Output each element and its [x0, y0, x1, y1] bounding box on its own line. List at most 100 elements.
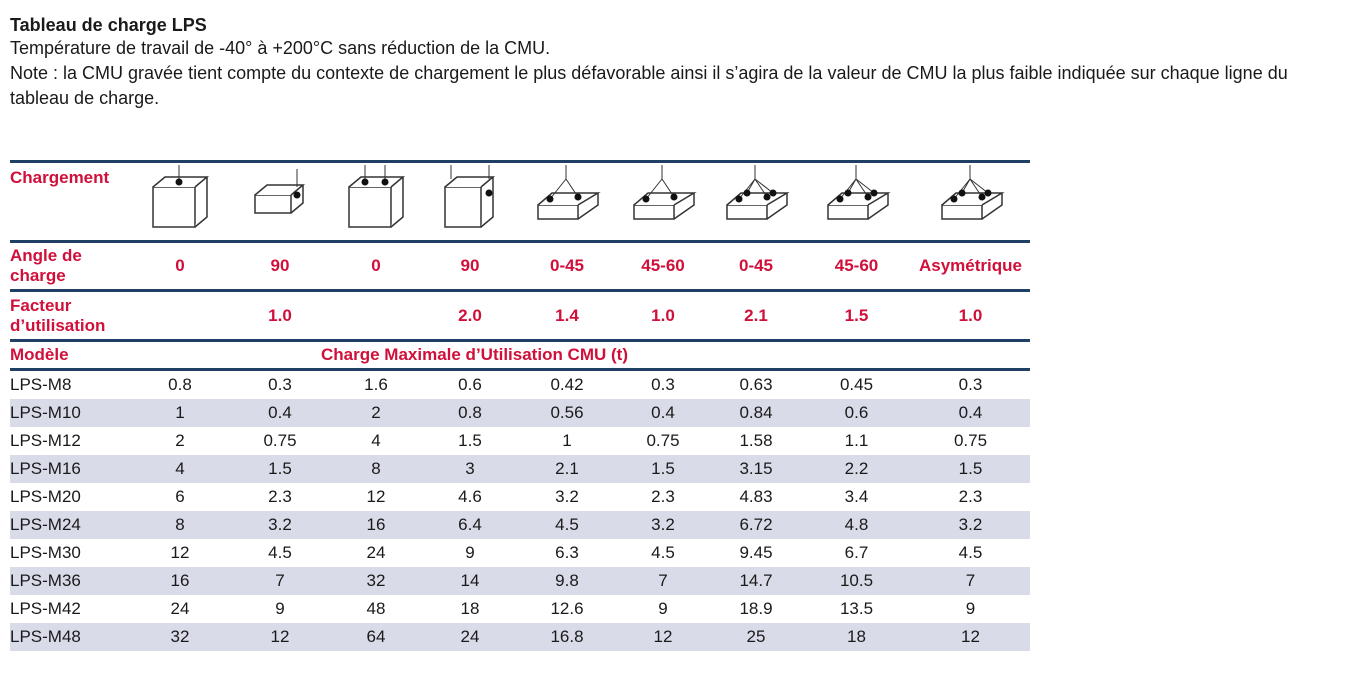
- cmu-value: 1.6: [364, 375, 388, 394]
- cmu-value: 0.75: [646, 431, 680, 450]
- cmu-value: 6.3: [555, 543, 579, 562]
- four-leg-sling-icon: [726, 165, 790, 220]
- cmu-value: 0.6: [458, 375, 482, 394]
- cmu-value: 1.5: [911, 455, 1030, 483]
- cmu-value: 9: [275, 599, 285, 618]
- cmu-value: 3.4: [844, 487, 869, 506]
- angle-value: 0: [130, 240, 230, 291]
- factor-value: 2.0: [422, 289, 518, 341]
- loading-icon-cell: [911, 160, 1030, 242]
- angle-value: 90: [230, 240, 330, 291]
- cmu-value: 1: [562, 431, 572, 450]
- loading-icon-cell: [518, 160, 616, 242]
- cmu-value: 1.58: [739, 431, 773, 450]
- model-name: LPS-M16: [10, 455, 130, 483]
- angle-value: 0-45: [518, 240, 616, 291]
- cmu-value: 3.2: [230, 511, 330, 539]
- cmu-value: 8: [330, 455, 422, 483]
- cmu-value: 4.5: [958, 543, 983, 562]
- cmu-value: 4: [130, 455, 230, 483]
- cmu-value: 0.8: [422, 399, 518, 427]
- loading-icon-cell: [710, 160, 802, 242]
- factor-row: Facteur d’utilisation 1.0 2.0 1.4 1.0 2.1 1.5…: [10, 289, 1030, 341]
- cmu-value: 0.42: [550, 375, 584, 394]
- cmu-value: 14.7: [710, 567, 802, 595]
- cmu-value: 12: [616, 623, 710, 651]
- cmu-value: 25: [710, 623, 802, 651]
- cmu-value: 0.63: [739, 375, 773, 394]
- table-row: LPS-M48 32 12 64 24 16.8 12 25 18 12: [10, 623, 1030, 651]
- cmu-value: 4: [371, 431, 381, 450]
- model-name: LPS-M30: [10, 543, 81, 562]
- cmu-value: 7: [616, 567, 710, 595]
- cmu-value: 4.8: [802, 511, 911, 539]
- cmu-value: 6.72: [710, 511, 802, 539]
- cmu-value: 9: [965, 599, 976, 618]
- cmu-value: 14: [422, 567, 518, 595]
- double-top-lift-icon: [348, 165, 406, 228]
- page-title: Tableau de charge LPS: [10, 15, 207, 35]
- two-leg-sling-icon: [537, 165, 601, 220]
- cmu-value: 12: [170, 543, 190, 562]
- cmu-value: 10.5: [802, 567, 911, 595]
- factor-value: [330, 289, 422, 341]
- factor-value: 1.0: [230, 289, 330, 341]
- cmu-value: 48: [366, 599, 386, 618]
- model-name: LPS-M48: [10, 623, 130, 651]
- cmu-value: 18: [460, 599, 480, 618]
- cmu-value: 4.83: [739, 487, 773, 506]
- cmu-value: 0.3: [268, 375, 292, 394]
- cmu-value: 3: [422, 455, 518, 483]
- loading-icon-cell: [130, 160, 230, 242]
- cmu-value: 4.5: [651, 543, 675, 562]
- table-row: LPS-M24 8 3.2 16 6.4 4.5 3.2 6.72 4.8 3.2: [10, 511, 1030, 539]
- factor-value: [130, 289, 230, 341]
- table-row: LPS-M10 1 0.4 2 0.8 0.56 0.4 0.84 0.6 0.4: [10, 399, 1030, 427]
- cmu-value: 2.1: [518, 455, 616, 483]
- loading-icon-cell: [422, 160, 518, 242]
- cmu-value: 7: [911, 567, 1030, 595]
- factor-value: 1.0: [911, 289, 1030, 341]
- factor-label: Facteur d’utilisation: [10, 289, 130, 341]
- cmu-value: 0.4: [911, 399, 1030, 427]
- cmu-value: 1.5: [230, 455, 330, 483]
- table-row: LPS-M42 24 9 48 18 12.6 9 18.9 13.5 9: [10, 595, 1030, 623]
- cmu-value: 0.45: [839, 375, 874, 394]
- angle-value: 0-45: [710, 240, 802, 291]
- cmu-value: 16: [330, 511, 422, 539]
- cmu-value: 0.8: [168, 375, 192, 394]
- cmu-value: 64: [330, 623, 422, 651]
- cmu-value: 4.6: [458, 487, 482, 506]
- model-header-row: Modèle Charge Maximale d’Utilisation CMU…: [10, 339, 1030, 371]
- cmu-value: 6.7: [844, 543, 869, 562]
- cmu-value: 24: [422, 623, 518, 651]
- cmu-value: 0.84: [710, 399, 802, 427]
- cmu-value: 24: [366, 543, 386, 562]
- cmu-value: 13.5: [839, 599, 874, 618]
- cmu-value: 4.5: [268, 543, 292, 562]
- cmu-value: 18: [802, 623, 911, 651]
- cmu-label: Charge Maximale d’Utilisation CMU (t): [130, 339, 1030, 371]
- cmu-value: 9.8: [518, 567, 616, 595]
- cmu-value: 8: [130, 511, 230, 539]
- cmu-value: 0.3: [651, 375, 675, 394]
- cmu-value: 18.9: [739, 599, 773, 618]
- chargement-label: Chargement: [10, 160, 130, 242]
- cmu-value: 2: [330, 399, 422, 427]
- angle-value: 0: [330, 240, 422, 291]
- model-name: LPS-M12: [10, 431, 81, 450]
- cmu-note: Note : la CMU gravée tient compte du con…: [10, 63, 1288, 108]
- model-name: LPS-M42: [10, 599, 81, 618]
- factor-value: 2.1: [710, 289, 802, 341]
- table-row: LPS-M36 16 7 32 14 9.8 7 14.7 10.5 7: [10, 567, 1030, 595]
- table-row: LPS-M12 2 0.75 4 1.5 1 0.75 1.58 1.1 0.75: [10, 427, 1030, 455]
- four-leg-sling-icon: [826, 165, 891, 220]
- cmu-value: 3.2: [555, 487, 579, 506]
- cmu-value: 32: [130, 623, 230, 651]
- cmu-value: 4.5: [518, 511, 616, 539]
- cmu-value: 0.3: [958, 375, 983, 394]
- cmu-value: 16: [130, 567, 230, 595]
- cmu-value: 2.3: [651, 487, 675, 506]
- table-row: LPS-M20 6 2.3 12 4.6 3.2 2.3 4.83 3.4 2.3: [10, 483, 1030, 511]
- asymmetric-sling-icon: [940, 165, 1005, 220]
